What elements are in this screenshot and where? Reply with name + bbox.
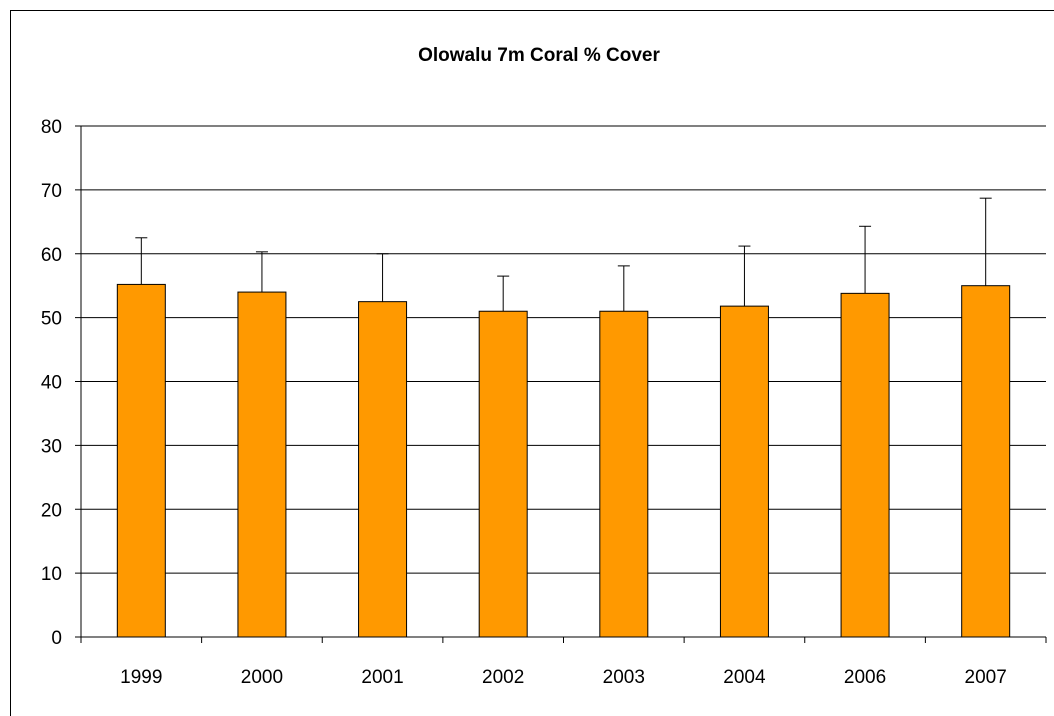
- x-tick-label: 2001: [361, 667, 403, 688]
- y-tick-label: 30: [41, 436, 62, 457]
- x-tick-label: 2004: [723, 667, 766, 688]
- x-tick-label: 2003: [603, 667, 645, 688]
- x-tick-label: 2007: [965, 667, 1007, 688]
- chart-frame: [10, 10, 1054, 716]
- y-tick-label: 80: [41, 117, 62, 138]
- x-tick-label: 2002: [482, 667, 524, 688]
- error-bars: [135, 197, 992, 312]
- y-tick-label: 40: [41, 373, 62, 394]
- bar: [961, 285, 1011, 638]
- x-tick-label: 2006: [844, 667, 886, 688]
- x-tick-label: 1999: [120, 667, 162, 688]
- x-axis-tick-labels: 1999 2000 2001 2002 2003 2004 2006 2007: [120, 667, 1007, 688]
- bars: [116, 283, 1011, 638]
- bar: [237, 291, 287, 638]
- bar: [599, 310, 649, 638]
- y-tick-label: 70: [41, 181, 62, 202]
- chart-title: Olowalu 7m Coral % Cover: [418, 45, 660, 66]
- y-tick-label: 10: [41, 564, 62, 585]
- y-tick-label: 0: [51, 628, 62, 649]
- bar: [116, 283, 166, 638]
- x-tick-label: 2000: [241, 667, 283, 688]
- axes: [75, 125, 1047, 643]
- bar: [358, 301, 408, 638]
- y-tick-label: 20: [41, 500, 62, 521]
- bar: [478, 310, 528, 638]
- bar: [840, 292, 890, 638]
- gridlines: [81, 125, 1046, 574]
- y-tick-label: 60: [41, 245, 62, 266]
- y-axis-tick-labels: 0 10 20 30 40 50 60 70 80: [41, 117, 62, 649]
- y-tick-label: 50: [41, 309, 62, 330]
- bar: [719, 305, 769, 638]
